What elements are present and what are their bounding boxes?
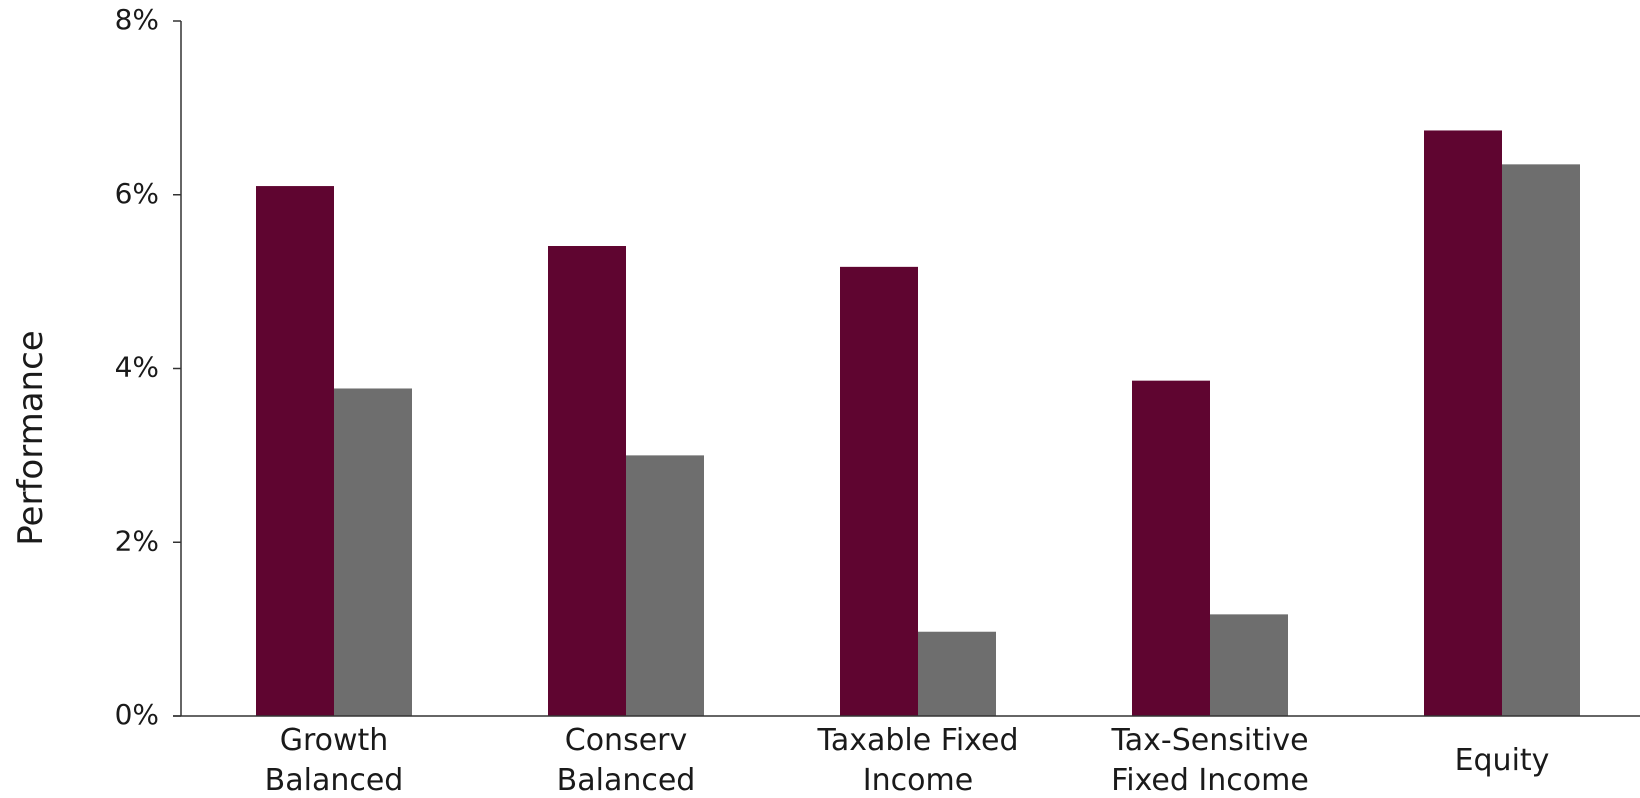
x-tick-label: Tax-Sensitive Fixed Income — [1110, 723, 1308, 798]
x-tick-label-line: Balanced — [265, 763, 404, 798]
y-axis: 0% 2% 4% 6% 8% — [115, 3, 182, 731]
y-tick-label: 8% — [115, 3, 159, 36]
x-tick-label-line: Conserv — [565, 723, 688, 758]
y-tick-label: 6% — [115, 177, 159, 210]
y-tick-label: 0% — [115, 698, 159, 731]
bar-series1-cat4 — [1132, 380, 1210, 716]
bar-series1-cat3 — [840, 266, 918, 716]
x-axis: Growth Balanced Conserv Balanced Taxable Fix… — [173, 715, 1640, 798]
bar-series1-cat1 — [256, 186, 334, 716]
bar-series2-cat4 — [1210, 614, 1288, 716]
bar-series2-cat5 — [1502, 164, 1580, 716]
x-tick-label-line: Taxable Fixed — [817, 723, 1019, 758]
bars-group — [256, 130, 1580, 716]
y-axis-title: Performance — [11, 330, 51, 545]
bar-series2-cat2 — [626, 455, 704, 716]
x-tick-label-line: Fixed Income — [1111, 763, 1309, 798]
bar-series2-cat1 — [334, 388, 412, 716]
x-tick-label-line: Growth — [280, 723, 389, 758]
x-tick-label-line: Balanced — [557, 763, 696, 798]
x-tick-label: Taxable Fixed Income — [817, 723, 1019, 798]
x-tick-label-line: Income — [863, 763, 973, 798]
bar-series1-cat2 — [548, 246, 626, 716]
y-tick-label: 2% — [115, 524, 159, 557]
y-tick-label: 4% — [115, 351, 159, 384]
x-tick-label: Growth Balanced — [265, 723, 404, 798]
x-tick-label: Conserv Balanced — [557, 723, 696, 798]
bar-series2-cat3 — [918, 631, 996, 716]
x-tick-label: Equity — [1455, 743, 1550, 778]
x-tick-label-line: Tax-Sensitive — [1110, 723, 1308, 758]
bar-series1-cat5 — [1424, 130, 1502, 716]
